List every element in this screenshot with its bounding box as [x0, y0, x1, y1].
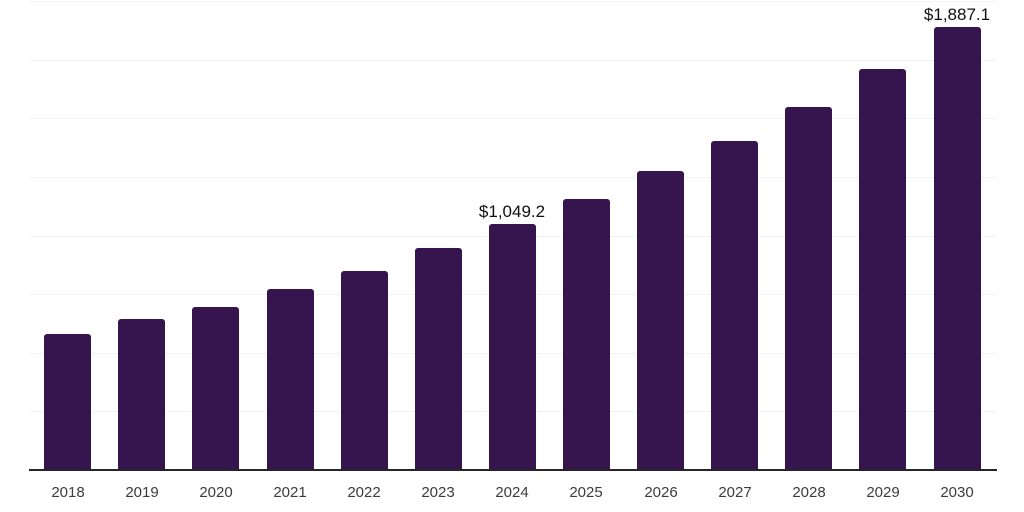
x-tick-label-2021: 2021	[273, 484, 307, 501]
x-tick-label-2025: 2025	[569, 484, 603, 501]
x-tick-label-2028: 2028	[792, 484, 826, 501]
bar-2027	[711, 141, 758, 470]
bar-2018	[44, 334, 91, 470]
bar-2022	[341, 271, 388, 470]
x-tick-label-2022: 2022	[347, 484, 381, 501]
x-tick-label-2019: 2019	[125, 484, 159, 501]
bar-2020	[192, 307, 239, 470]
x-axis-line	[29, 469, 997, 471]
x-tick-label-2023: 2023	[421, 484, 455, 501]
x-tick-label-2029: 2029	[866, 484, 900, 501]
data-label-2024: $1,049.2	[478, 202, 546, 221]
x-tick-label-2027: 2027	[718, 484, 752, 501]
bar-2023	[415, 248, 462, 470]
gridline-1250	[29, 177, 997, 178]
bar-2030	[934, 27, 981, 470]
x-tick-label-2030: 2030	[940, 484, 974, 501]
x-tick-label-2018: 2018	[51, 484, 85, 501]
x-tick-label-2020: 2020	[199, 484, 233, 501]
x-tick-label-2026: 2026	[644, 484, 678, 501]
bar-2024	[489, 224, 536, 470]
data-label-2030: $1,887.1	[923, 5, 991, 24]
bar-2026	[637, 171, 684, 470]
bar-2025	[563, 199, 610, 470]
bar-2019	[118, 319, 165, 470]
bar-2029	[859, 69, 906, 470]
bar-2028	[785, 107, 832, 470]
gridline-1500	[29, 118, 997, 119]
gridline-2000	[29, 1, 997, 2]
x-tick-label-2024: 2024	[495, 484, 529, 501]
bar-2021	[267, 289, 314, 470]
gridline-1750	[29, 60, 997, 61]
